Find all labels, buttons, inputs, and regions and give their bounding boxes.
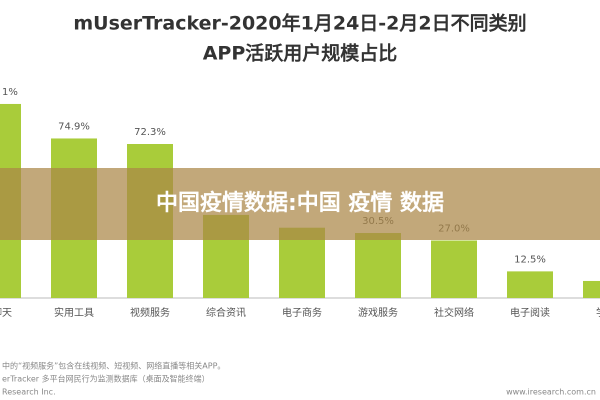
value-label: 74.9% xyxy=(58,121,90,132)
x-tick-label: 电子商务 xyxy=(282,306,322,319)
note: Research Inc. xyxy=(2,388,56,397)
bar xyxy=(355,233,401,298)
chart-title: mUserTracker-2020年1月24日-2月2日不同类别 xyxy=(73,12,526,35)
value-label: 72.3% xyxy=(134,127,166,138)
bar xyxy=(431,240,477,298)
x-tick-label: 游戏服务 xyxy=(358,306,398,319)
chart-subtitle: APP活跃用户规模占比 xyxy=(203,42,398,65)
x-tick-label: 聊天 xyxy=(0,306,12,319)
source-url: www.iresearch.com.cn xyxy=(506,388,596,397)
x-tick-label: 综合资讯 xyxy=(206,306,246,319)
banner-band xyxy=(0,168,600,240)
value-label: 1% xyxy=(2,87,18,98)
note: erTracker 多平台网民行为监测数据库（桌面及智能终端） xyxy=(2,374,210,384)
value-label: 12.5% xyxy=(514,254,546,265)
note: 中的“视频服务”包含在线视频、短视频、网络直播等相关APP。 xyxy=(2,361,225,371)
x-tick-label: 社交网络 xyxy=(434,306,474,319)
x-tick-label: 电子阅读 xyxy=(510,306,550,319)
x-tick-label: 视频服务 xyxy=(130,306,170,319)
bar xyxy=(583,280,600,298)
x-tick-label: 学习 xyxy=(596,306,600,319)
banner-text: 中国疫情数据:中国 疫情 数据 xyxy=(156,190,444,216)
x-tick-label: 实用工具 xyxy=(54,306,94,319)
bar xyxy=(507,271,553,298)
